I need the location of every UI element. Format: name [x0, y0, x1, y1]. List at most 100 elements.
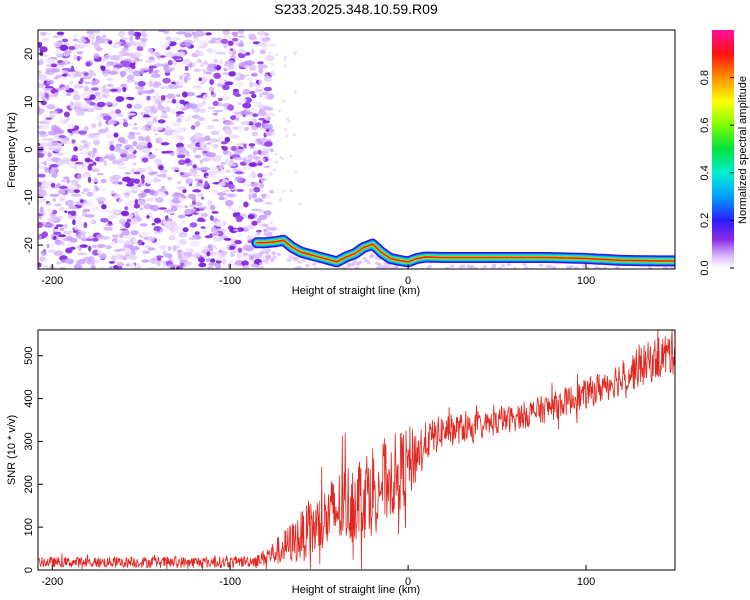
spectrogram-noise-blob — [116, 237, 124, 244]
spectrogram-noise-blob — [232, 88, 239, 92]
spectrogram-noise-blob — [87, 245, 92, 252]
spectrogram-noise-blob — [52, 126, 62, 133]
spectrogram-noise-blob — [38, 161, 42, 167]
spectrogram-noise-blob — [83, 256, 92, 262]
spectrogram-noise-blob — [259, 49, 267, 55]
spectrogram-noise-blob — [208, 247, 213, 253]
spectrogram-noise-blob — [55, 250, 62, 256]
spectrogram-noise-blob — [222, 30, 231, 36]
spectrogram-noise-blob — [43, 209, 54, 213]
spectrogram-noise-blob — [208, 40, 217, 44]
spectrogram-noise-blob — [219, 59, 223, 65]
spectrogram-noise-blob — [256, 104, 265, 108]
spectrogram-noise-blob — [52, 235, 57, 241]
spectrogram-signal-halo — [355, 262, 361, 266]
spectrogram-noise-blob — [114, 210, 120, 214]
spectrogram-noise-blob — [209, 215, 214, 221]
spectrogram-noise-blob — [224, 81, 234, 86]
spectrogram-signal-halo — [270, 257, 275, 261]
spectrogram-noise-blob — [132, 238, 138, 244]
spectrogram-noise-blob — [86, 191, 94, 197]
spectrogram-signal-halo — [656, 271, 660, 274]
spectrogram-x-tick-label: 100 — [577, 275, 595, 287]
spectrogram-noise-blob — [96, 243, 106, 248]
spectrogram-noise-blob — [184, 205, 188, 209]
spectrogram-signal-halo — [506, 271, 510, 274]
spectrogram-noise-blob — [58, 135, 66, 139]
spectrogram-noise-blob — [127, 133, 136, 140]
spectrogram-noise-blob — [123, 194, 130, 199]
spectrogram-noise-blob — [250, 183, 259, 188]
snr-x-axis-label: Height of straight line (km) — [292, 584, 420, 596]
spectrogram-noise-blob — [154, 197, 164, 203]
spectrogram-noise-blob — [235, 215, 244, 221]
spectrogram-noise-blob — [224, 158, 229, 165]
spectrogram-noise-blob — [65, 247, 73, 254]
spectrogram-noise-blob — [189, 222, 198, 228]
spectrogram-noise-blob — [257, 61, 264, 65]
spectrogram-noise-blob — [195, 201, 203, 207]
spectrogram-noise-blob — [69, 158, 79, 162]
spectrogram-noise-blob — [49, 193, 60, 197]
spectrogram-noise-blob — [217, 102, 223, 107]
spectrogram-noise-blob — [250, 173, 257, 179]
spectrogram-noise-blob — [233, 248, 238, 253]
spectrogram-noise-blob — [165, 94, 174, 98]
spectrogram-signal-halo — [656, 276, 660, 279]
spectrogram-signal-halo — [597, 275, 601, 278]
spectrogram-noise-blob — [179, 172, 184, 176]
spectrogram-noise-blob — [227, 104, 235, 111]
spectrogram-noise-blob — [177, 249, 183, 253]
spectrogram-noise-blob — [247, 78, 252, 83]
spectrogram-noise-blob — [49, 168, 55, 175]
spectrogram-noise-blob — [38, 130, 47, 135]
snr-y-tick-label: 500 — [23, 347, 35, 365]
spectrogram-noise-blob — [158, 106, 166, 111]
spectrogram-noise-blob — [167, 59, 173, 66]
spectrogram-signal-halo — [637, 277, 641, 280]
spectrogram-noise-blob — [92, 259, 100, 263]
spectrogram-noise-blob — [197, 192, 204, 198]
spectrogram-noise-blob — [185, 152, 191, 157]
spectrogram-noise-blob — [85, 99, 92, 104]
spectrogram-noise-blob — [280, 157, 284, 161]
spectrogram-noise-blob — [244, 126, 250, 131]
spectrogram-noise-blob — [47, 152, 53, 158]
spectrogram-noise-blob — [76, 111, 85, 116]
spectrogram-noise-blob — [91, 152, 96, 158]
spectrogram-noise-blob — [54, 203, 62, 207]
spectrogram-noise-blob — [51, 156, 62, 163]
spectrogram-noise-blob — [134, 86, 145, 90]
spectrogram-noise-blob — [119, 70, 127, 77]
spectrogram-noise-blob — [177, 168, 187, 172]
spectrogram-noise-blob — [229, 245, 236, 251]
spectrogram-noise-blob — [133, 162, 137, 166]
spectrogram-signal-halo — [660, 276, 664, 279]
spectrogram-signal-halo — [417, 274, 421, 277]
spectrogram-noise-blob — [82, 75, 92, 80]
snr-y-tick-label: 0 — [23, 567, 35, 573]
spectrogram-noise-blob — [138, 92, 143, 96]
spectrogram-noise-blob — [155, 90, 160, 97]
spectrogram-noise-blob — [92, 237, 99, 242]
spectrogram-noise-blob — [68, 45, 76, 51]
spectrogram-signal-halo — [486, 271, 490, 274]
spectrogram-noise-blob — [272, 168, 276, 172]
spectrogram-noise-blob — [212, 119, 220, 122]
spectrogram-noise-blob — [85, 61, 92, 67]
spectrogram-noise-blob — [68, 80, 74, 85]
spectrogram-noise-blob — [196, 181, 202, 187]
spectrogram-noise-blob — [278, 198, 282, 202]
spectrogram-noise-blob — [95, 152, 101, 157]
spectrogram-noise-blob — [177, 214, 186, 219]
spectrogram-noise-blob — [285, 134, 289, 138]
spectrogram-x-axis-label: Height of straight line (km) — [292, 285, 420, 297]
spectrogram-noise-blob — [181, 91, 188, 98]
spectrogram-noise-blob — [154, 148, 159, 151]
spectrogram-noise-blob — [161, 110, 167, 113]
spectrogram-noise-blob — [234, 148, 242, 156]
spectrogram-noise-blob — [117, 30, 126, 38]
spectrogram-noise-blob — [215, 170, 222, 174]
spectrogram-noise-blob — [101, 236, 111, 240]
spectrogram-noise-blob — [223, 95, 231, 102]
